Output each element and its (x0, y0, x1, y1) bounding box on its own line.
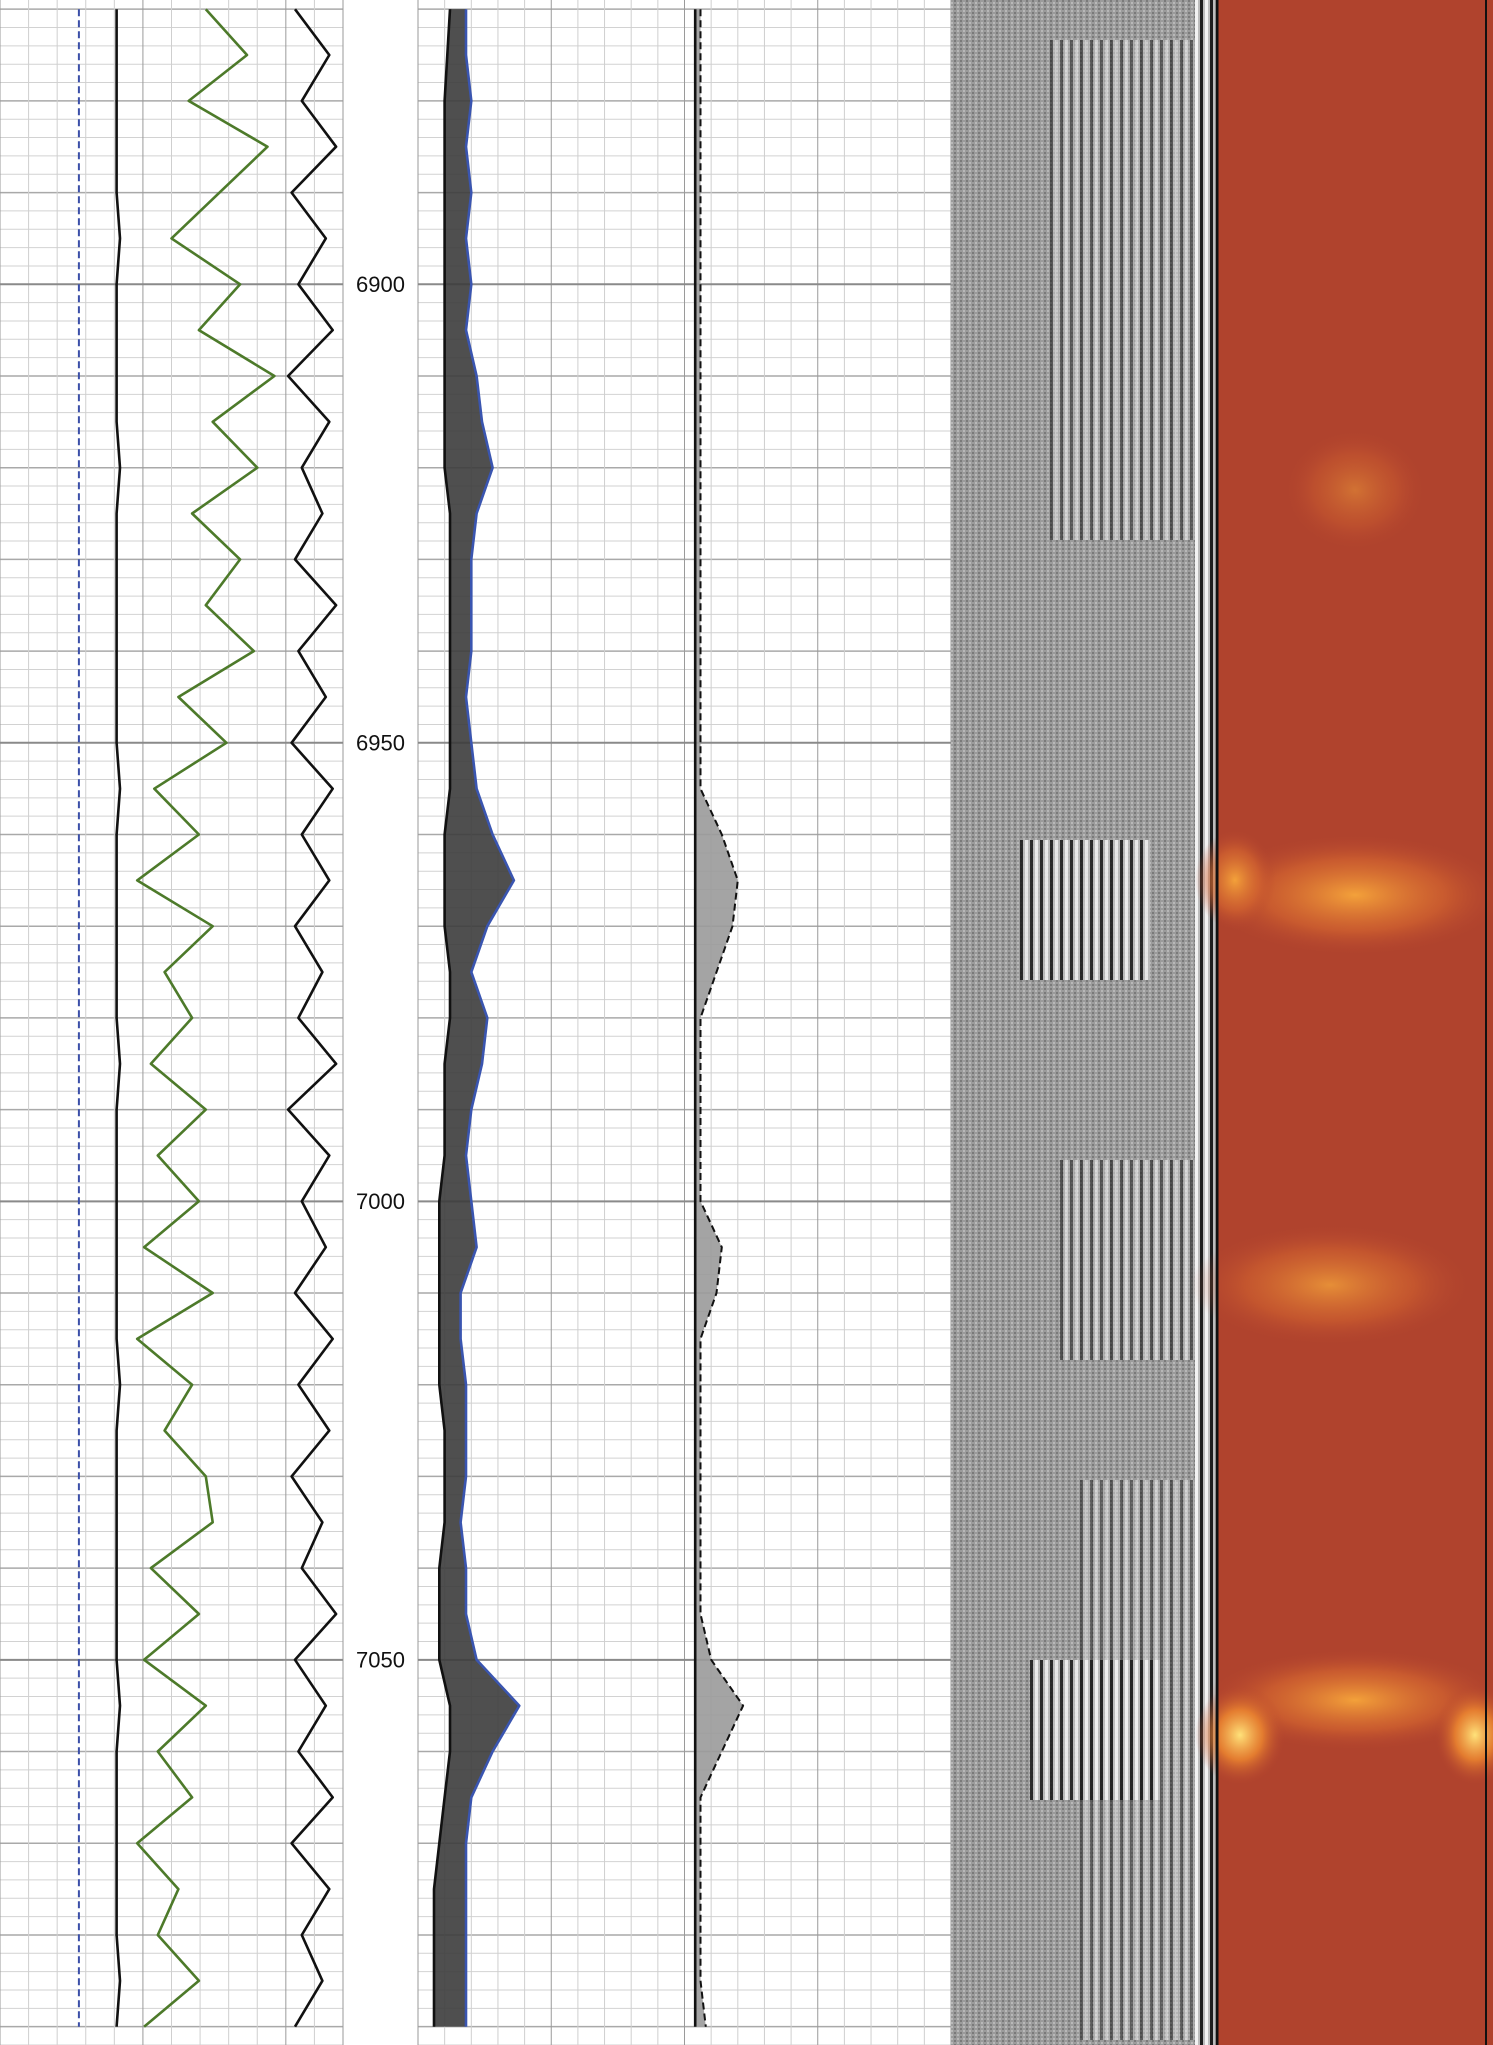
curve-fill (433, 9, 520, 2027)
image-texture (1195, 0, 1215, 2045)
image-texture (1020, 840, 1150, 980)
acoustic-image (951, 0, 1215, 2045)
image-texture (1060, 1160, 1210, 1360)
log-curve (432, 9, 452, 2027)
hotspot (1190, 1225, 1470, 1345)
hotspot (1285, 430, 1425, 550)
log-curve (459, 9, 521, 2027)
depth-labels: 6900 6950 7000 7050 (356, 272, 405, 1673)
hotspot (1435, 1685, 1493, 1785)
curves (77, 8, 745, 2028)
y-tick-label: 6900 (356, 272, 405, 297)
image-texture (1080, 1480, 1210, 2040)
hotspot (1195, 1685, 1285, 1785)
y-tick-label: 7050 (356, 1648, 405, 1673)
hotspot (1195, 830, 1275, 930)
y-tick-label: 6950 (356, 731, 405, 756)
log-curve (286, 8, 338, 2028)
y-tick-label: 7000 (356, 1189, 405, 1214)
hotspot (1205, 835, 1493, 955)
log-curve (135, 8, 276, 2028)
resistivity-image (1190, 0, 1493, 2045)
log-curve (699, 9, 745, 2027)
log-curve (115, 9, 122, 2027)
image-texture (1050, 40, 1210, 540)
